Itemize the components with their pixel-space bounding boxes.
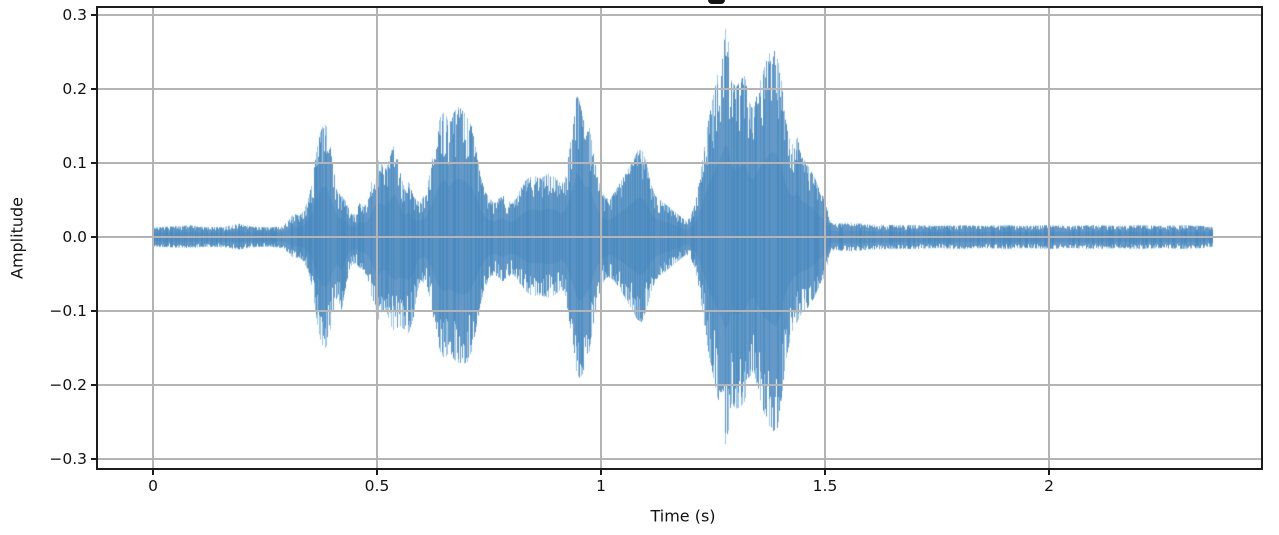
y-tick-−0.3 [91,458,96,460]
x-tick-1.5 [824,470,826,475]
y-gridline-0.3 [98,14,1261,16]
y-gridline-0.2 [98,88,1261,90]
y-tick-label: 0.3 [62,6,87,24]
x-gridline-1.5 [824,8,826,468]
y-tick-label: −0.2 [49,376,87,394]
x-gridline-0 [152,8,154,468]
clipped-title-descender [708,0,725,4]
y-tick-label: 0.0 [62,228,87,246]
y-gridline-−0.1 [98,310,1261,312]
x-tick-0 [152,470,154,475]
right-spine [1261,6,1263,470]
y-gridline-−0.2 [98,384,1261,386]
x-tick-label: 0 [148,477,158,495]
x-axis-label: Time (s) [650,506,716,526]
y-tick-−0.2 [91,384,96,386]
x-tick-label: 2 [1044,477,1054,495]
x-gridline-0.5 [376,8,378,468]
y-tick-label: 0.1 [62,154,87,172]
x-tick-2 [1048,470,1050,475]
x-gridline-1 [600,8,602,468]
x-gridline-2 [1048,8,1050,468]
y-gridline-0.1 [98,162,1261,164]
y-tick-0.3 [91,14,96,16]
y-tick-label: 0.2 [62,80,87,98]
y-tick-label: −0.3 [49,450,87,468]
y-gridline-−0.3 [98,458,1261,460]
y-gridline-0.0 [98,236,1261,238]
x-tick-0.5 [376,470,378,475]
y-tick-0.0 [91,236,96,238]
y-tick-label: −0.1 [49,302,87,320]
bottom-spine [96,468,1263,470]
left-spine [96,6,98,470]
top-spine [96,6,1263,8]
y-tick-0.1 [91,162,96,164]
x-tick-label: 0.5 [364,477,390,495]
y-axis-label: Amplitude [7,197,27,279]
y-tick-−0.1 [91,310,96,312]
x-tick-1 [600,470,602,475]
y-tick-0.2 [91,88,96,90]
x-tick-label: 1.5 [812,477,838,495]
x-tick-label: 1 [596,477,606,495]
